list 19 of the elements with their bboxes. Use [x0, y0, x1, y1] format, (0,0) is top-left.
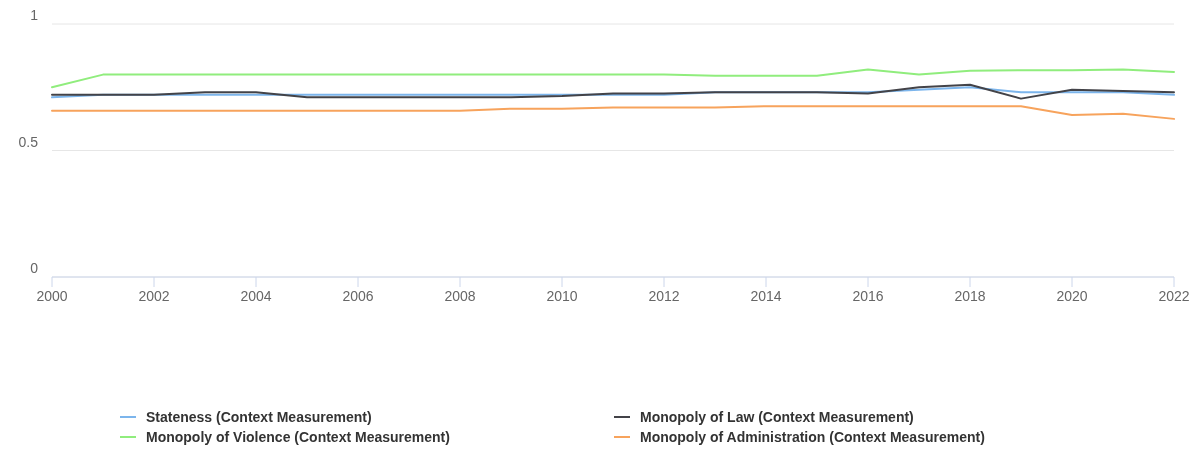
legend-label: Monopoly of Law (Context Measurement) — [640, 409, 914, 425]
x-tick-label: 2020 — [1056, 288, 1088, 304]
x-tick-label: 2006 — [342, 288, 374, 304]
y-tick-label: 0 — [30, 260, 39, 276]
legend-label: Stateness (Context Measurement) — [146, 409, 372, 425]
x-tick-label: 2000 — [36, 288, 68, 304]
y-tick-label: 0.5 — [18, 133, 39, 150]
x-tick-label: 2022 — [1158, 288, 1190, 304]
x-tick-label: 2018 — [954, 288, 986, 304]
legend-label: Monopoly of Violence (Context Measurement) — [146, 429, 450, 445]
x-tick-label: 2004 — [240, 288, 272, 304]
x-tick-label: 2012 — [648, 288, 680, 304]
x-tick-label: 2002 — [138, 288, 170, 304]
legend-label: Monopoly of Administration (Context Measurement) — [640, 429, 985, 445]
x-tick-label: 2008 — [444, 288, 476, 304]
x-tick-label: 2016 — [852, 288, 884, 304]
y-tick-label: 1 — [30, 7, 39, 23]
x-tick-label: 2014 — [750, 288, 782, 304]
x-tick-label: 2010 — [546, 288, 578, 304]
